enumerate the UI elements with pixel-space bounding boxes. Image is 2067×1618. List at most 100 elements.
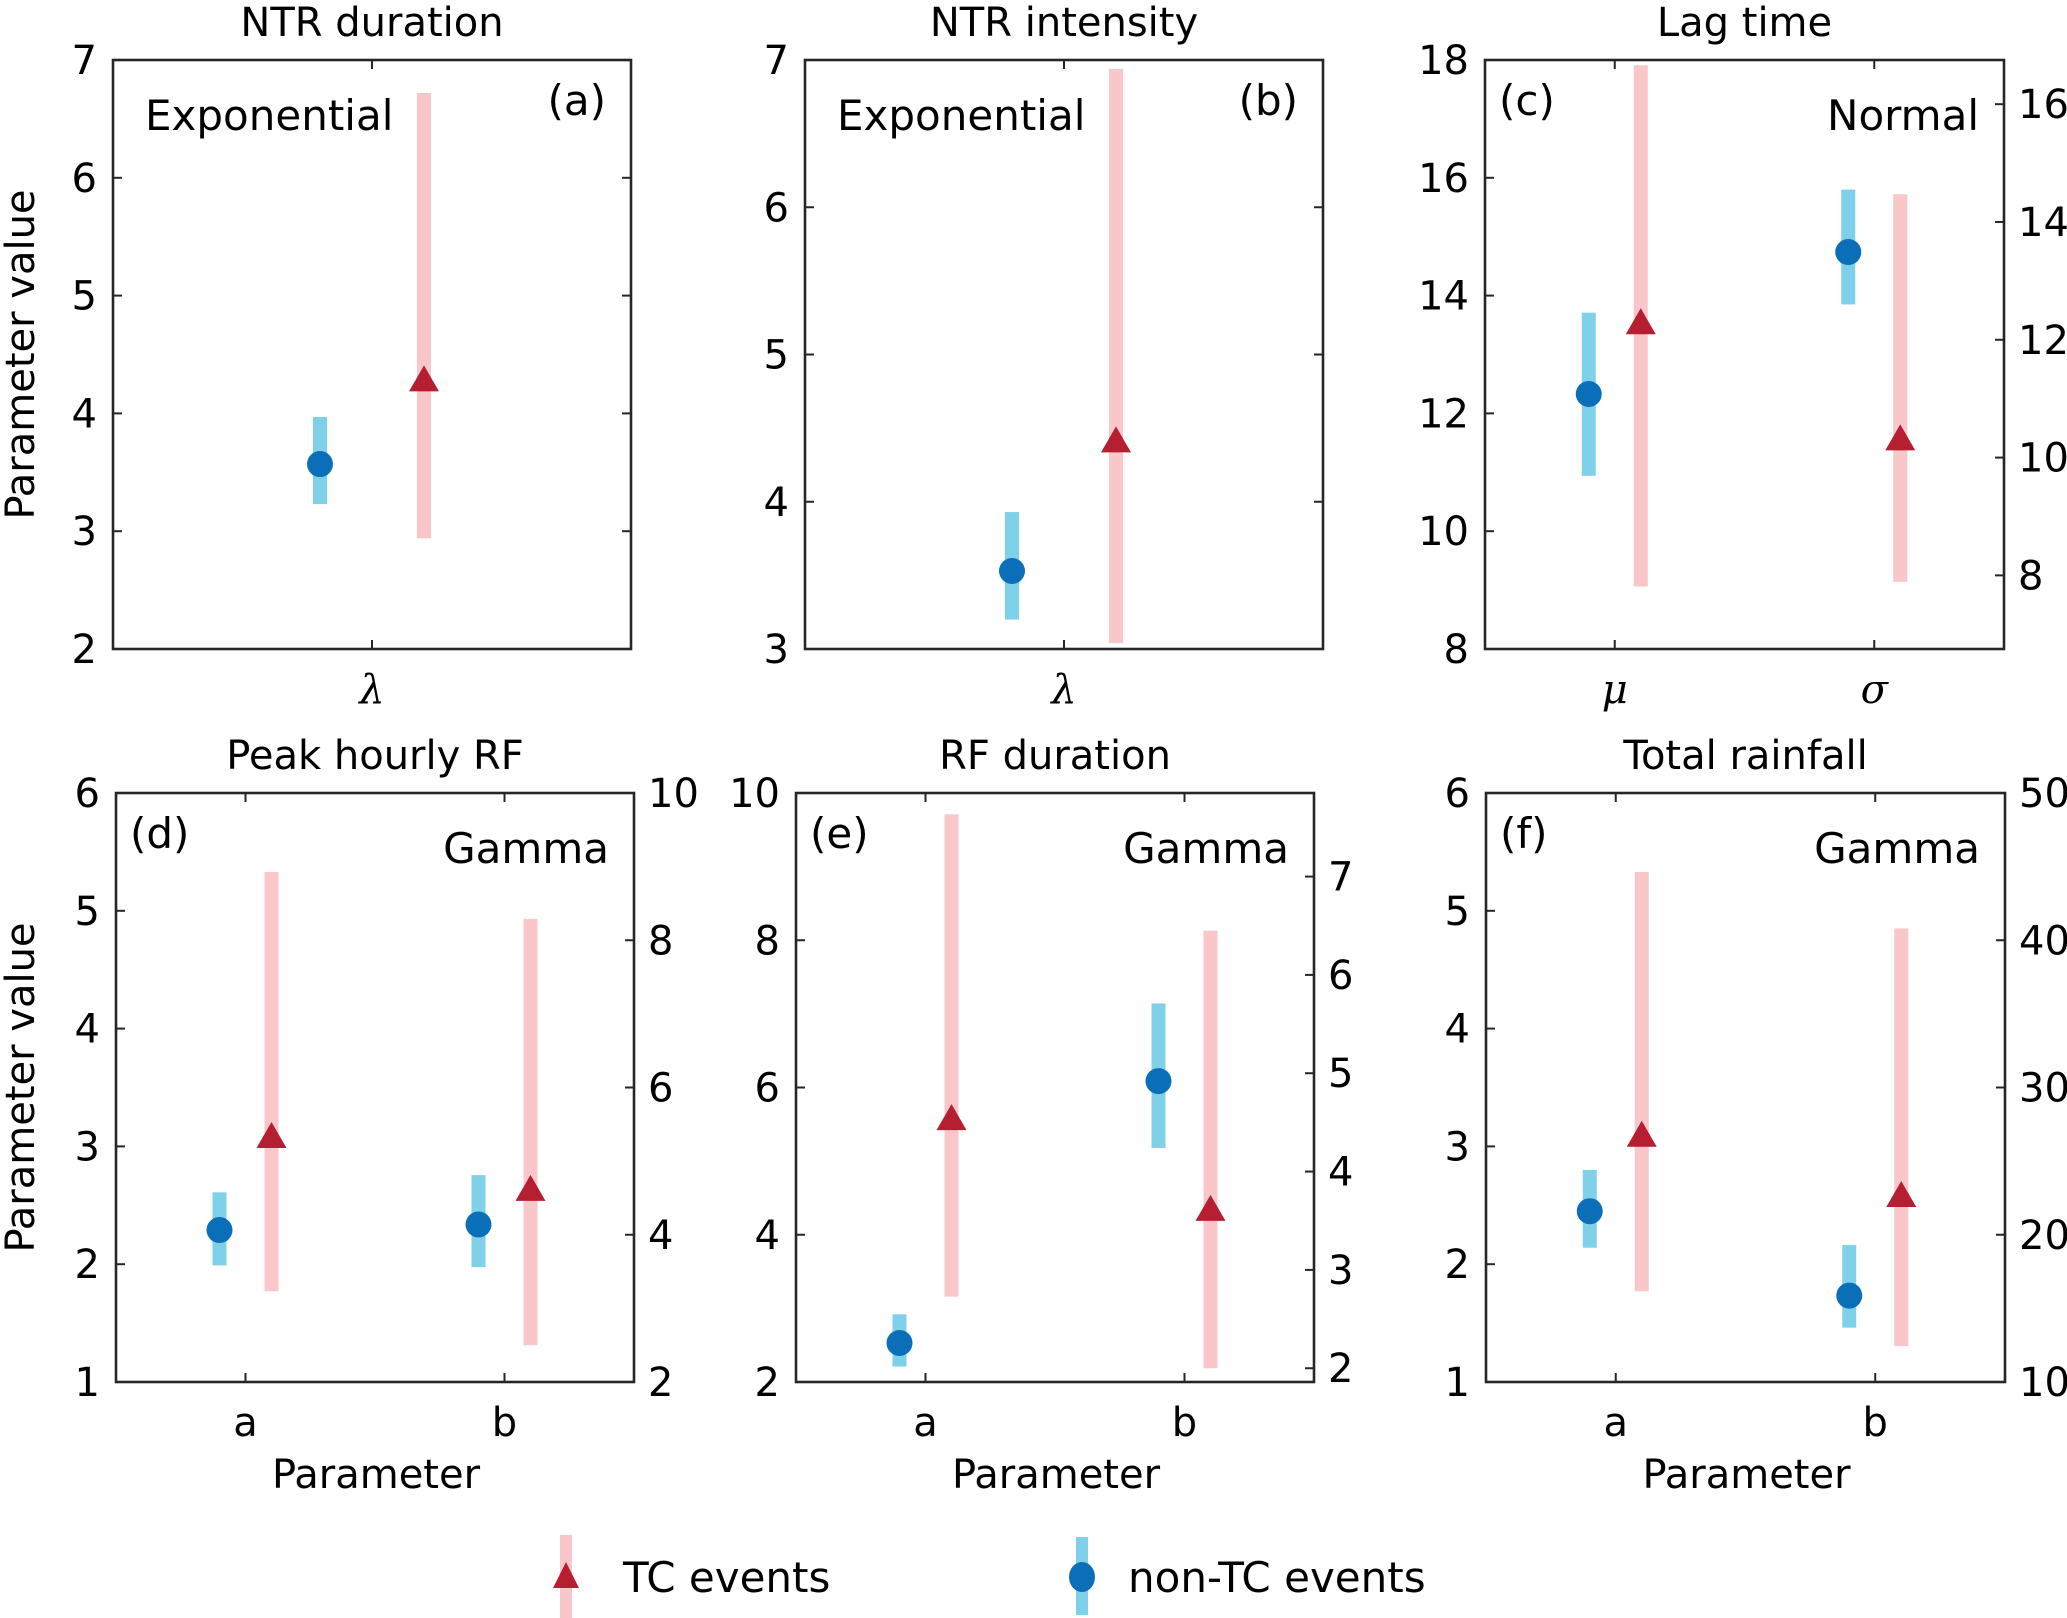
right-y-tick-label: 8: [648, 918, 673, 964]
nontc-marker: [1575, 380, 1602, 407]
tc-marker: [1101, 426, 1131, 453]
x-tick-label: μ: [1602, 667, 1628, 713]
axes-frame: [803, 58, 1325, 651]
nontc-marker: [1836, 1282, 1863, 1309]
legend-nontc-marker: [1069, 1562, 1095, 1592]
legend-tc-marker: [553, 1562, 579, 1588]
x-tick-label: b: [1863, 1400, 1888, 1446]
legend-nontc-label: non-TC events: [1128, 1553, 1426, 1602]
y-tick-label: 4: [755, 1213, 780, 1259]
distribution-label: Gamma: [1123, 824, 1289, 873]
right-y-tick-label: 6: [1328, 953, 1353, 999]
y-tick-label: 5: [1445, 889, 1470, 935]
y-tick-label: 7: [72, 38, 97, 84]
axes-frame: [1484, 791, 2007, 1384]
y-tick-label: 7: [764, 38, 789, 84]
x-tick-label: a: [233, 1400, 258, 1446]
legend: TC events non-TC events: [553, 1535, 1426, 1618]
panel-label: (d): [130, 809, 189, 858]
right-y-tick-label: 2: [1328, 1346, 1353, 1392]
tc-range-bar: [264, 871, 279, 1292]
right-y-tick-label: 2: [648, 1360, 673, 1406]
right-y-tick-label: 10: [2018, 436, 2067, 482]
y-tick-label: 2: [755, 1360, 780, 1406]
axes-frame: [1483, 58, 2006, 651]
y-tick-label: 8: [1444, 627, 1469, 673]
legend-tc-label: TC events: [622, 1553, 830, 1602]
panel-label: (b): [1239, 76, 1298, 125]
y-axis-label: Parameter value: [0, 189, 44, 519]
nontc-marker: [206, 1217, 233, 1244]
axes-frame: [111, 58, 633, 651]
tc-range-bar: [523, 918, 538, 1346]
y-tick-label: 3: [764, 627, 789, 673]
distribution-label: Exponential: [145, 91, 393, 140]
y-axis-label: Parameter value: [0, 922, 44, 1252]
y-tick-label: 6: [72, 156, 97, 202]
nontc-marker: [1835, 239, 1862, 266]
x-tick-label: a: [913, 1400, 938, 1446]
tc-range-bar: [944, 814, 959, 1297]
right-y-tick-label: 7: [1328, 855, 1353, 901]
x-tick-label: b: [492, 1400, 517, 1446]
panel-label: (a): [547, 76, 606, 125]
right-y-tick-label: 14: [2018, 200, 2067, 246]
x-tick-label: λ: [1049, 667, 1076, 713]
y-tick-label: 10: [1418, 509, 1469, 555]
right-y-tick-label: 30: [2019, 1066, 2067, 1112]
right-y-tick-label: 50: [2019, 771, 2067, 817]
y-tick-label: 5: [72, 274, 97, 320]
tc-range-bar: [1894, 928, 1909, 1347]
x-axis-label: Parameter: [952, 1452, 1161, 1498]
panel-d: 1 2 3 4 5 6 2 4 6 8 10 a b Peak hourly RF Gamma (d) Para…: [0, 733, 699, 1498]
y-tick-label: 4: [72, 391, 97, 437]
y-tick-label: 3: [1445, 1124, 1470, 1170]
tc-marker: [515, 1174, 546, 1201]
tc-marker: [936, 1104, 967, 1131]
panel-label: (c): [1499, 76, 1555, 125]
tc-range-bar: [1893, 194, 1908, 582]
y-tick-label: 16: [1418, 156, 1469, 202]
y-tick-label: 6: [755, 1066, 780, 1112]
y-tick-label: 4: [1445, 1007, 1470, 1053]
y-tick-label: 12: [1418, 391, 1469, 437]
distribution-label: Normal: [1827, 91, 1979, 140]
y-tick-label: 3: [75, 1124, 100, 1170]
y-tick-label: 5: [764, 333, 789, 379]
y-tick-label: 4: [75, 1007, 100, 1053]
distribution-label: Gamma: [443, 824, 609, 873]
y-tick-label: 2: [72, 627, 97, 673]
panel-c: 8 10 12 14 16 18 8 10 12 14 16 μ σ Lag time Normal (c): [1418, 0, 2067, 713]
distribution-label: Gamma: [1814, 824, 1980, 873]
tc-range-bar: [1109, 68, 1123, 644]
y-tick-label: 3: [72, 509, 97, 555]
right-y-tick-label: 12: [2018, 318, 2067, 364]
tc-range-bar: [1203, 930, 1218, 1369]
panel-title: NTR duration: [240, 0, 503, 46]
x-tick-label: b: [1172, 1400, 1197, 1446]
tc-range-bar: [1634, 871, 1649, 1292]
nontc-marker: [1145, 1068, 1172, 1095]
panel-title: RF duration: [939, 733, 1171, 779]
panel-label: (e): [810, 809, 869, 858]
y-tick-label: 4: [764, 480, 789, 526]
nontc-marker: [999, 557, 1025, 584]
panel-label: (f): [1500, 809, 1548, 858]
right-y-tick-label: 6: [648, 1066, 673, 1112]
panel-title: Total rainfall: [1622, 733, 1867, 779]
y-tick-label: 1: [1445, 1360, 1470, 1406]
tc-marker: [409, 365, 439, 392]
right-y-tick-label: 16: [2018, 82, 2067, 128]
y-tick-label: 6: [1445, 771, 1470, 817]
y-tick-label: 18: [1418, 38, 1469, 84]
panels: 2 3 4 5 6 7 λ NTR duration Exponential (a) Paramet…: [0, 0, 2067, 1498]
panel-a: 2 3 4 5 6 7 λ NTR duration Exponential (a) Paramet…: [0, 0, 633, 713]
panel-title: Peak hourly RF: [226, 733, 524, 779]
right-y-tick-label: 40: [2019, 918, 2067, 964]
panel-e: 2 4 6 8 10 2 3 4 5 6 7 a b RF duration Gamma (e) Paramet…: [729, 733, 1353, 1498]
right-y-tick-label: 3: [1328, 1248, 1353, 1294]
right-y-tick-label: 4: [1328, 1150, 1353, 1196]
x-axis-label: Parameter: [272, 1452, 481, 1498]
y-tick-label: 14: [1418, 274, 1469, 320]
